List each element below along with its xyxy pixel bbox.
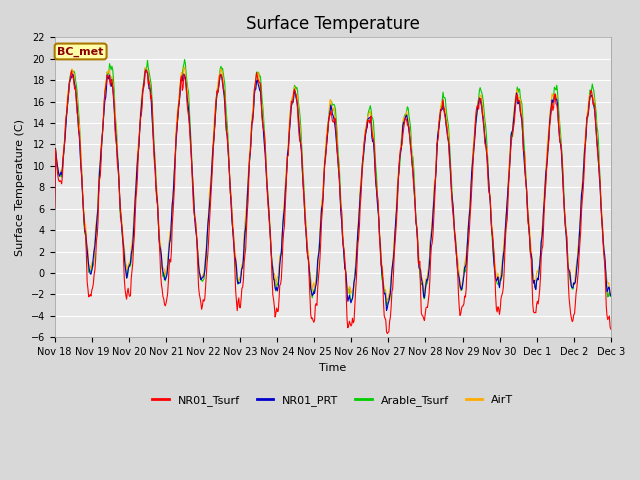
Text: BC_met: BC_met	[58, 47, 104, 57]
Y-axis label: Surface Temperature (C): Surface Temperature (C)	[15, 119, 25, 256]
Title: Surface Temperature: Surface Temperature	[246, 15, 420, 33]
X-axis label: Time: Time	[319, 362, 346, 372]
Legend: NR01_Tsurf, NR01_PRT, Arable_Tsurf, AirT: NR01_Tsurf, NR01_PRT, Arable_Tsurf, AirT	[148, 391, 518, 411]
